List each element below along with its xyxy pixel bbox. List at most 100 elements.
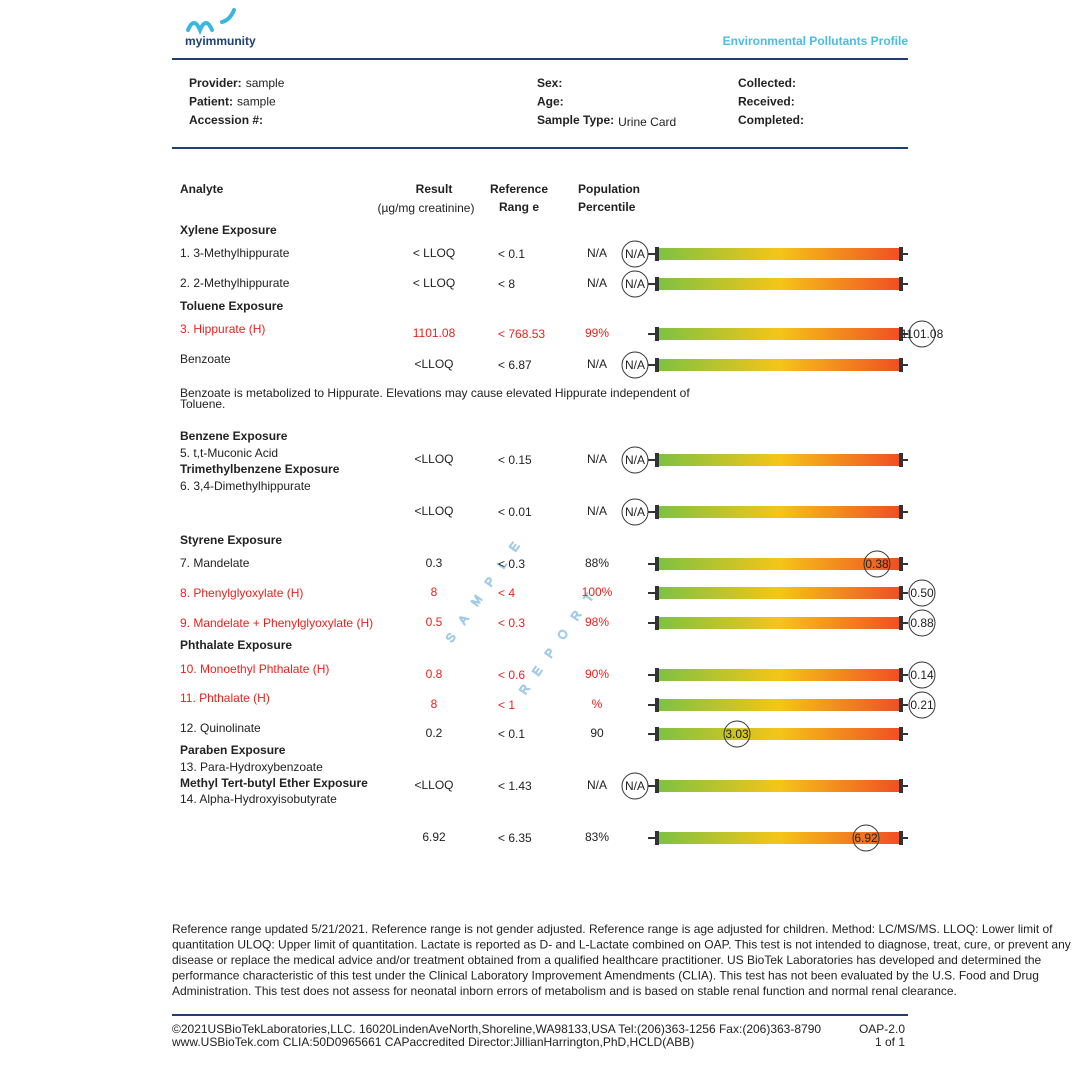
marker-label: N/A [625,247,645,261]
percentile-bar [657,617,901,629]
footer-line: OAP-2.0 [859,1022,905,1036]
info-label: Sex: [537,76,562,90]
result-marker [621,240,649,268]
result-marker [908,320,936,348]
info-label: Patient: [189,95,233,109]
reference-range: < 1.43 [498,779,532,793]
marker-label: 0.88 [910,616,934,630]
marker-label: N/A [625,779,645,793]
reference-range: < 1 [498,698,515,712]
percentile-bar [657,359,901,371]
footer-line: www.USBioTek.com CLIA:50D0965661 CAPaccr… [171,1035,694,1049]
info-value: Urine Card [618,115,676,129]
result-value: <LLOQ [414,357,453,371]
column-unit: (µg/mg creatinine) [378,201,475,215]
section-note: Benzoate is metabolized to Hippurate. El… [180,386,690,411]
population-percentile: 83% [585,830,609,844]
reference-range: < 0.01 [498,505,532,519]
column-header: Analyte [180,182,224,196]
note-line: Benzoate is metabolized to Hippurate. El… [180,386,690,400]
note-line: Toluene. [180,397,225,411]
result-marker [863,550,891,578]
info-label: Received: [738,95,795,109]
marker-label: 0.14 [910,668,934,682]
info-label: Provider: [189,76,242,90]
section-title: Xylene Exposure [180,223,277,237]
section-title: Benzene Exposure [180,429,288,443]
percentile-bar [657,506,901,518]
analyte-name: 5. t,t-Muconic Acid [180,446,278,460]
marker-label: N/A [625,277,645,291]
result-marker [621,446,649,474]
population-percentile: 98% [585,615,609,629]
marker-label: 0.38 [865,557,889,571]
result-value: 0.3 [426,556,443,570]
analyte-name: 8. Phenylglyoxylate (H) [180,586,303,600]
section-title: Toluene Exposure [180,299,283,313]
result-value: <LLOQ [414,504,453,518]
percentile-bar [657,832,901,844]
section-title: Phthalate Exposure [180,638,292,652]
reference-range: < 6.87 [498,358,532,372]
logo-text: myimmunity [185,34,256,48]
analyte-name: 3. Hippurate (H) [180,322,265,336]
reference-range: < 0.3 [498,557,525,571]
result-marker [908,579,936,607]
percentile-bar [657,278,901,290]
result-value: < LLOQ [413,276,455,290]
marker-label: 0.21 [910,698,934,712]
section-title: Styrene Exposure [180,533,282,547]
info-label: Completed: [738,113,804,127]
footer-line: ©2021USBioTekLaboratories,LLC. 16020Lind… [172,1022,821,1036]
result-value: 0.5 [426,615,443,629]
column-header: Population [578,182,640,196]
result-value: 8 [431,697,438,711]
result-value: <LLOQ [414,778,453,792]
analyte-name: 1. 3-Methylhippurate [180,246,290,260]
info-label: Sample Type: [537,113,614,127]
result-value: 1101.08 [413,326,456,340]
reference-range: < 0.3 [498,616,525,630]
info-label: Accession #: [189,113,263,127]
result-marker [908,609,936,637]
reference-range: < 0.1 [498,727,525,741]
analyte-name: Benzoate [180,352,231,366]
population-percentile: N/A [587,246,607,260]
analyte-name: 6. 3,4-Dimethylhippurate [180,479,311,493]
marker-label: N/A [625,358,645,372]
analyte-name: 14. Alpha-Hydroxyisobutyrate [180,792,337,806]
percentile-bar [657,587,901,599]
info-label: Age: [537,95,564,109]
footnote-line: Reference range updated 5/21/2021. Refer… [172,922,1053,936]
info-value: sample [246,76,285,90]
population-percentile: 88% [585,556,609,570]
result-value: 8 [431,585,438,599]
result-marker [852,824,880,852]
analyte-name: 10. Monoethyl Phthalate (H) [180,662,329,676]
result-value: <LLOQ [414,452,453,466]
section-title: Methyl Tert-butyl Ether Exposure [180,776,368,790]
population-percentile: N/A [587,778,607,792]
column-header: Rang e [499,200,539,214]
result-marker [621,351,649,379]
reference-range: < 0.1 [498,247,525,261]
result-marker [621,270,649,298]
population-percentile: N/A [587,504,607,518]
percentile-bar [657,328,901,340]
marker-label: 0.50 [910,586,934,600]
analyte-name: 9. Mandelate + Phenylglyoxylate (H) [180,616,373,630]
marker-label: N/A [625,453,645,467]
percentile-bar [657,454,901,466]
column-header: Result [416,182,453,196]
footnote-line: performance characteristic of this test … [172,969,1039,983]
percentile-bar [657,728,901,740]
footnote-line: disease or replace the medical advice an… [172,953,1042,967]
percentile-bar [657,248,901,260]
footnote-line: quantitation ULOQ: Upper limit of quanti… [172,938,1071,952]
result-marker [621,772,649,800]
population-percentile: 90% [585,667,609,681]
column-header: Reference [490,182,548,196]
logo-mark [186,8,236,36]
result-value: 0.8 [426,667,443,681]
